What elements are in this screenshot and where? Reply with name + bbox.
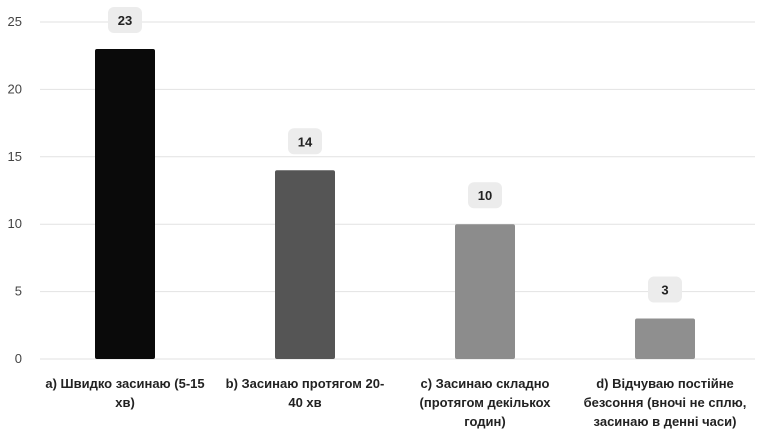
- data-label-bg-3: [468, 182, 502, 209]
- bar-2: [275, 170, 335, 359]
- y-tick-label-20: 20: [8, 81, 22, 96]
- data-label-2: 14: [298, 134, 313, 149]
- data-label-bg-2: [288, 128, 322, 155]
- y-tick-label-25: 25: [8, 14, 22, 29]
- bar-4: [635, 318, 695, 359]
- data-label-4: 3: [661, 283, 668, 298]
- y-tick-label-0: 0: [15, 351, 22, 366]
- data-label-bg-4: [648, 276, 682, 303]
- x-tick-label-3: c) Засинаю складно (протягом декількох год…: [420, 376, 552, 429]
- y-tick-label-5: 5: [15, 284, 22, 299]
- x-tick-label-1: a) Швидко засинаю (5-15 хв): [45, 376, 204, 410]
- data-label-bg-1: [108, 6, 142, 33]
- x-tick-label-2: b) Засинаю протягом 20-40 хв: [226, 376, 385, 410]
- y-tick-label-15: 15: [8, 149, 22, 164]
- x-axis-labels: a) Швидко засинаю (5-15 хв) b) Засинаю про…: [45, 376, 746, 429]
- data-label-1: 23: [118, 13, 132, 28]
- gridlines: [40, 21, 755, 360]
- data-label-3: 10: [478, 188, 492, 203]
- bars: [95, 48, 695, 360]
- bar-3: [455, 224, 515, 359]
- bar-1: [95, 48, 155, 360]
- x-tick-label-4: d) Відчуваю постійне безсоння (вночі не с…: [584, 376, 747, 429]
- y-axis-ticks: 0 5 10 15 20 25: [8, 14, 22, 366]
- y-tick-label-10: 10: [8, 216, 22, 231]
- data-labels: 23 14 10 3: [108, 6, 682, 303]
